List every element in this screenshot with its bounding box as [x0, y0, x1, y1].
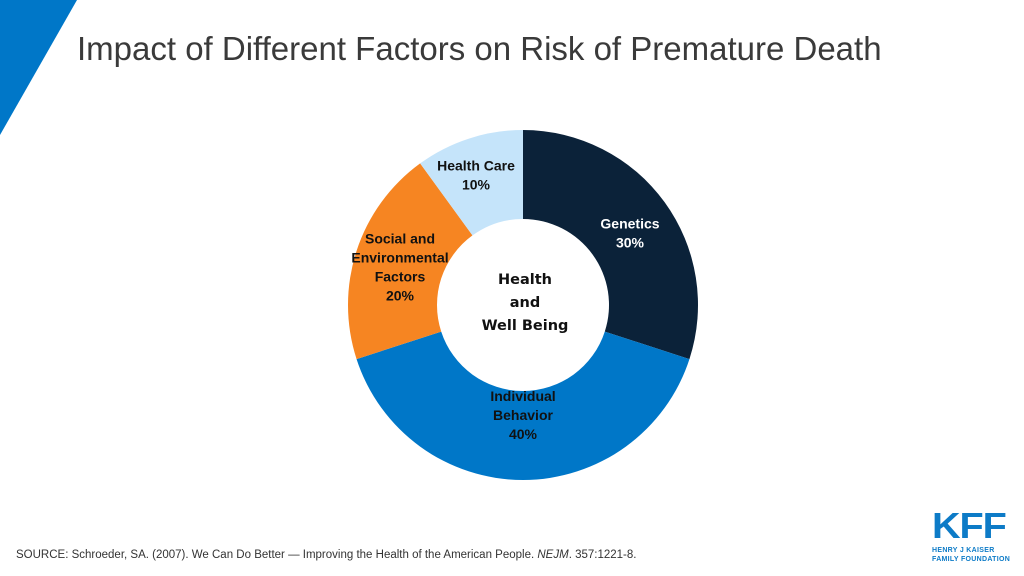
center-label-line: Health: [498, 272, 552, 288]
slice-value-label: 30%: [616, 235, 645, 251]
donut-slice-genetics: [523, 130, 698, 360]
slice-label: Individual Behavior 40%: [490, 388, 555, 442]
logo-line-1: HENRY J KAISER: [932, 547, 995, 554]
slice-value-label: 10%: [462, 177, 491, 193]
slice-name-label: Genetics: [600, 216, 659, 232]
slice-value-label: 40%: [509, 426, 538, 442]
slice-label: Health Care 10%: [437, 158, 515, 193]
kff-logo: KFF HENRY J KAISER FAMILY FOUNDATION: [932, 506, 1010, 564]
center-label-line: Well Being: [482, 318, 569, 334]
slice-name-label: Social and: [365, 231, 435, 247]
slice-value-label: 20%: [386, 288, 415, 304]
slice-name-label: Factors: [375, 269, 426, 285]
slice-name-label: Environmental: [351, 250, 448, 266]
corner-accent-triangle: [0, 0, 77, 135]
slice-name-label: Behavior: [493, 407, 553, 423]
center-label-line: and: [510, 295, 541, 311]
source-citation: . 357:1221-8.: [568, 549, 637, 561]
slice-name-label: Health Care: [437, 158, 515, 174]
slice-label: Social and Environmental Factors 20%: [351, 231, 448, 304]
slice-label: Genetics 30%: [600, 216, 659, 251]
logo-wordmark: KFF: [932, 505, 1007, 546]
center-label: Health and Well Being: [482, 272, 569, 334]
logo-line-2: FAMILY FOUNDATION: [932, 556, 1011, 563]
slice-name-label: Individual: [490, 388, 555, 404]
source-text: SOURCE: Schroeder, SA. (2007). We Can Do…: [16, 549, 538, 561]
donut-slice-individual-behavior: [356, 331, 690, 480]
donut-slice-health-care: [420, 130, 523, 236]
page-title: Impact of Different Factors on Risk of P…: [77, 30, 882, 67]
donut-slice-social-and-environmental-factors: [347, 163, 473, 360]
source-note: SOURCE: Schroeder, SA. (2007). We Can Do…: [16, 549, 636, 561]
source-journal: NEJM: [537, 549, 569, 561]
